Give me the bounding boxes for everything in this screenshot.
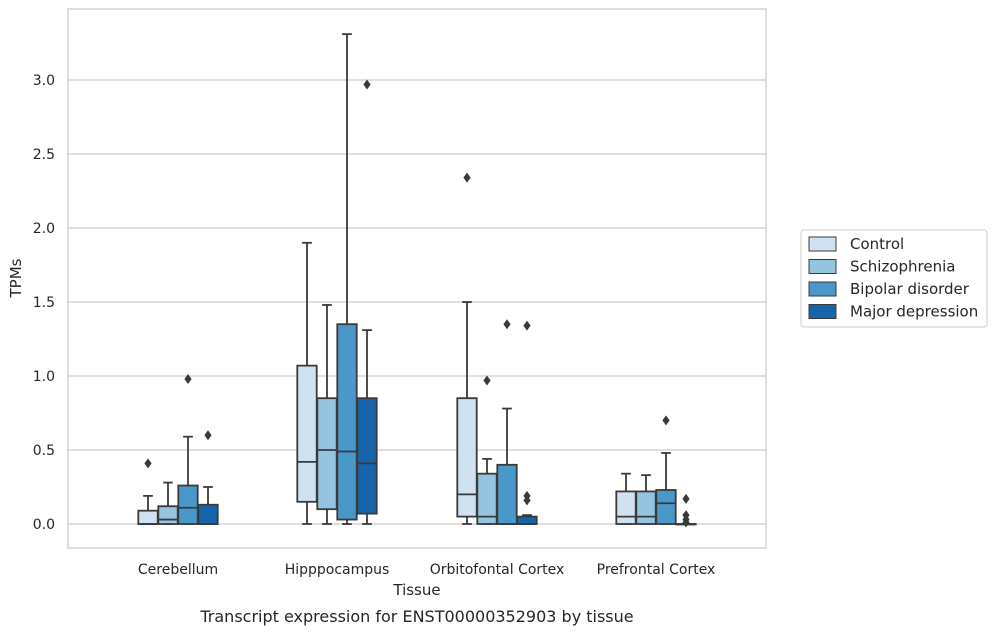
box: [157, 481, 179, 525]
outlier-point: [523, 320, 531, 331]
box: [476, 375, 498, 525]
legend-swatch: [808, 236, 837, 252]
box: [655, 415, 677, 525]
box-body: [336, 323, 358, 521]
legend: Control Schizophrenia Bipolar disorder Majo…: [800, 229, 988, 328]
box: [516, 320, 538, 525]
box: [137, 458, 159, 525]
box-group-orbitofontal-cortex: [456, 172, 538, 525]
box: [356, 79, 378, 525]
legend-label: Control: [850, 235, 904, 253]
y-tick-label: 1.5: [33, 295, 55, 311]
legend-swatch: [808, 281, 837, 297]
box-group-hipppocampus: [296, 33, 378, 525]
y-tick-label: 0.5: [33, 443, 55, 459]
outlier-point: [204, 430, 212, 441]
outlier-point: [503, 319, 511, 330]
x-axis-label: Tissue: [392, 581, 440, 599]
box-body: [516, 515, 538, 525]
box-body: [456, 397, 478, 518]
box: [615, 472, 637, 525]
box-group-cerebellum: [137, 373, 219, 525]
outlier-point: [662, 415, 670, 426]
outlier-point: [363, 79, 371, 90]
box: [197, 430, 219, 525]
outlier-point: [483, 375, 491, 386]
y-tick-label: 2.5: [33, 147, 55, 163]
legend-frame: [800, 229, 988, 328]
y-axis-label: TPMs: [7, 258, 25, 298]
box-body: [157, 505, 179, 525]
x-tick-label: Orbitofontal Cortex: [430, 562, 565, 578]
box-body: [197, 503, 219, 525]
x-tick-labels: Cerebellum Hipppocampus Orbitofontal Corte…: [138, 562, 715, 578]
box: [496, 319, 518, 525]
legend-swatch: [808, 304, 837, 319]
box-body: [655, 489, 677, 525]
box: [336, 33, 358, 525]
box-body: [496, 463, 518, 525]
box-body: [635, 490, 657, 525]
outlier-point: [682, 493, 690, 504]
outlier-point: [144, 458, 152, 469]
box-body: [137, 509, 159, 525]
legend-label: Bipolar disorder: [850, 280, 970, 298]
grid-lines: [68, 79, 766, 525]
box: [675, 493, 697, 528]
box-body: [177, 484, 199, 525]
legend-swatch: [808, 259, 837, 274]
y-tick-label: 2.0: [33, 221, 55, 237]
y-tick-label: 1.0: [33, 369, 55, 385]
y-tick-label: 0.0: [33, 517, 55, 533]
box: [296, 241, 318, 525]
y-tick-label: 3.0: [33, 73, 55, 89]
outlier-point: [463, 172, 471, 183]
box-groups: [137, 33, 697, 528]
plot-frame: [67, 8, 767, 549]
y-tick-labels: 0.0 0.5 1.0 1.5 2.0 2.5 3.0: [33, 73, 55, 533]
outlier-point: [682, 510, 690, 521]
legend-label: Major depression: [850, 303, 978, 321]
plot-background: [68, 9, 766, 548]
box: [456, 172, 478, 525]
x-tick-label: Hipppocampus: [285, 562, 390, 578]
box-group-prefrontal-cortex: [615, 415, 697, 528]
box-body: [316, 397, 338, 511]
chart-caption: Transcript expression for ENST0000035290…: [199, 607, 633, 626]
legend-label: Schizophrenia: [850, 258, 955, 276]
box: [177, 373, 199, 525]
outlier-point: [523, 490, 531, 501]
box-body: [615, 490, 637, 525]
x-tick-label: Cerebellum: [138, 562, 218, 578]
outlier-point: [184, 373, 192, 384]
x-tick-label: Prefrontal Cortex: [597, 562, 716, 578]
box-body: [356, 397, 378, 515]
box-body: [296, 364, 318, 503]
